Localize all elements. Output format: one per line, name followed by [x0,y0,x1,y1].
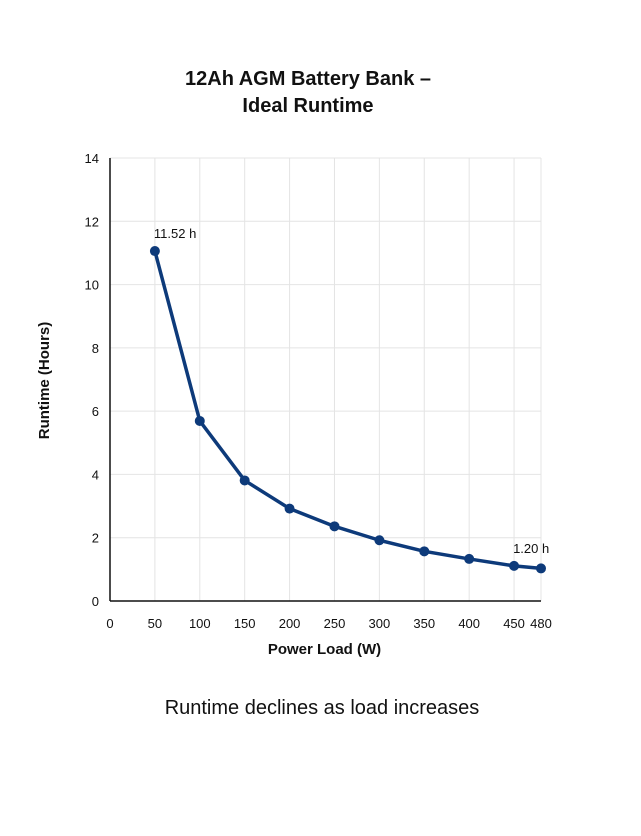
y-tick-label-12: 12 [85,214,99,229]
data-point-250 [329,521,340,532]
x-tick-label-350: 350 [413,616,435,631]
annotations: 11.52 h 1.20 h [154,226,549,556]
y-tick-label-0: 0 [92,594,99,609]
x-tick-label-150: 150 [234,616,256,631]
grid-lines [110,157,542,601]
y-tick-label-14: 14 [85,151,99,166]
x-tick-labels: 0 50 100 150 200 250 300 350 400 450 480 [106,616,551,631]
data-label-1: 1.20 h [513,541,549,556]
y-axis-label: Runtime (Hours) [36,322,53,440]
data-point-150 [239,475,250,486]
x-tick-label-400: 400 [458,616,480,631]
x-tick-label-200: 200 [279,616,301,631]
x-tick-label-480: 480 [530,616,552,631]
data-point-300 [374,535,385,546]
series-line-0 [153,249,543,571]
series-runtime [149,246,546,574]
y-tick-label-10: 10 [85,278,99,293]
chart-title-line-2: Ideal Runtime [242,95,374,117]
x-tick-label-100: 100 [189,616,211,631]
data-point-400 [464,553,475,564]
y-tick-labels: 0 2 4 6 8 10 12 14 [85,151,99,609]
x-tick-label-300: 300 [369,616,391,631]
data-point-480 [536,563,546,574]
data-point-100 [194,415,205,426]
y-tick-label-8: 8 [92,341,99,356]
y-tick-label-6: 6 [92,404,99,419]
x-tick-label-250: 250 [324,616,346,631]
data-point-200 [284,503,295,514]
axes [109,158,541,602]
data-point-350 [419,546,430,557]
chart-caption: Runtime declines as load increases [164,697,480,719]
chart-title: 12Ah AGM Battery Bank – Ideal Runtime [0,66,616,120]
x-tick-label-50: 50 [148,616,162,631]
data-label-0: 11.52 h [154,226,196,241]
data-point-450 [509,560,520,571]
x-tick-label-0: 0 [106,616,113,631]
chart-title-line-1: 12Ah AGM Battery Bank – [185,68,431,90]
y-tick-label-4: 4 [92,467,99,482]
x-tick-label-450: 450 [503,616,525,631]
data-point-50 [149,246,160,257]
x-axis-label: Power Load (W) [268,641,381,658]
y-tick-label-2: 2 [92,531,99,546]
